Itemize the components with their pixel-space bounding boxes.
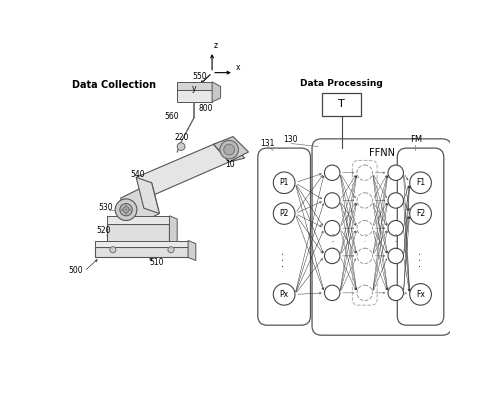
Circle shape — [410, 284, 432, 305]
Circle shape — [324, 285, 340, 300]
Circle shape — [126, 205, 127, 207]
Circle shape — [123, 207, 129, 213]
Polygon shape — [136, 177, 160, 214]
Circle shape — [324, 248, 340, 264]
Text: z: z — [214, 41, 218, 50]
Text: FFNN: FFNN — [369, 148, 395, 158]
Circle shape — [122, 209, 123, 210]
Text: 10: 10 — [225, 160, 235, 169]
Text: 131: 131 — [260, 139, 274, 148]
Circle shape — [324, 193, 340, 208]
Circle shape — [168, 247, 174, 253]
Text: ·
·
·: · · · — [394, 232, 397, 252]
Text: 500: 500 — [68, 266, 84, 275]
Text: ·
·
·: · · · — [364, 232, 366, 252]
Circle shape — [410, 172, 432, 194]
Polygon shape — [95, 247, 188, 258]
Text: T: T — [338, 99, 345, 109]
Polygon shape — [188, 240, 196, 260]
Circle shape — [388, 165, 404, 180]
Circle shape — [220, 140, 238, 159]
Circle shape — [177, 143, 185, 150]
Polygon shape — [95, 240, 188, 247]
Circle shape — [110, 247, 116, 253]
Circle shape — [357, 220, 372, 236]
Circle shape — [388, 285, 404, 300]
Polygon shape — [136, 144, 229, 196]
Polygon shape — [108, 224, 170, 247]
Text: 540: 540 — [130, 170, 146, 179]
Text: Px: Px — [280, 290, 288, 299]
Circle shape — [324, 220, 340, 236]
Circle shape — [324, 165, 340, 180]
Text: y: y — [192, 84, 196, 93]
Text: 130: 130 — [284, 135, 298, 144]
Circle shape — [274, 172, 295, 194]
Circle shape — [388, 220, 404, 236]
Circle shape — [274, 203, 295, 224]
Circle shape — [388, 248, 404, 264]
Text: 800: 800 — [198, 104, 212, 113]
Circle shape — [224, 144, 234, 155]
Circle shape — [120, 204, 132, 216]
Text: Data Processing: Data Processing — [300, 80, 383, 88]
Text: x: x — [236, 63, 240, 72]
Text: 510: 510 — [150, 258, 164, 267]
Polygon shape — [177, 90, 212, 102]
Polygon shape — [170, 216, 177, 250]
Text: FM: FM — [410, 135, 422, 144]
Text: · · ·: · · · — [279, 251, 289, 267]
Circle shape — [357, 248, 372, 264]
Polygon shape — [108, 216, 170, 224]
Polygon shape — [177, 82, 212, 90]
Text: P2: P2 — [280, 209, 289, 218]
Circle shape — [357, 193, 372, 208]
Text: 220: 220 — [175, 133, 189, 142]
Circle shape — [388, 193, 404, 208]
Circle shape — [410, 203, 432, 224]
Circle shape — [274, 284, 295, 305]
Text: ·
·
·: · · · — [331, 232, 334, 252]
Text: F1: F1 — [416, 178, 425, 187]
Text: F2: F2 — [416, 209, 425, 218]
Text: 550: 550 — [192, 72, 208, 81]
FancyBboxPatch shape — [322, 93, 361, 116]
Text: · · ·: · · · — [416, 251, 426, 267]
Text: 530: 530 — [98, 203, 113, 212]
Text: Fx: Fx — [416, 290, 425, 299]
Text: 520: 520 — [96, 226, 111, 235]
Circle shape — [126, 213, 127, 214]
Circle shape — [115, 199, 137, 220]
Text: 560: 560 — [165, 112, 180, 121]
Circle shape — [357, 285, 372, 300]
Circle shape — [129, 209, 130, 210]
Polygon shape — [120, 183, 160, 229]
Polygon shape — [214, 140, 244, 162]
Text: P1: P1 — [280, 178, 289, 187]
Circle shape — [126, 209, 127, 210]
Polygon shape — [214, 136, 248, 162]
Polygon shape — [212, 82, 220, 102]
Circle shape — [357, 165, 372, 180]
Text: Data Collection: Data Collection — [72, 80, 156, 90]
